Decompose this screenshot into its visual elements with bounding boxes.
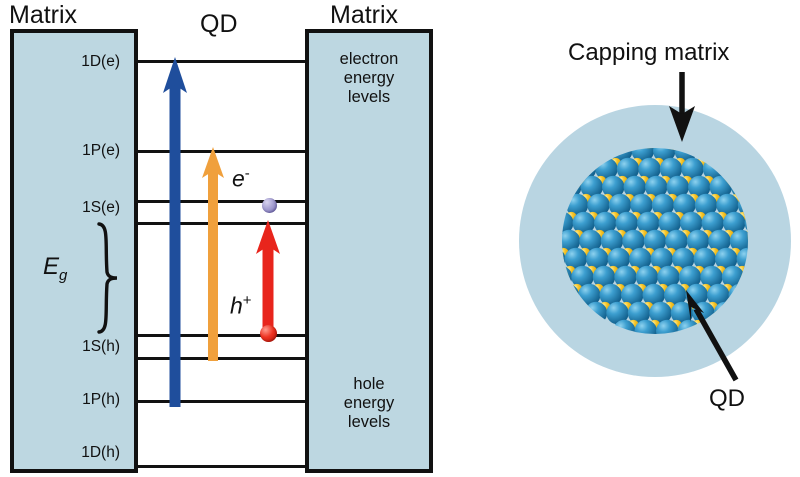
qd-title: QD bbox=[200, 10, 238, 38]
hole-charge: + bbox=[242, 292, 252, 309]
bandgap-label: Eg bbox=[43, 253, 67, 284]
matrix-title-right: Matrix bbox=[330, 1, 399, 29]
hole-levels-caption: hole energy levels bbox=[305, 375, 433, 432]
level-label-1De: 1D(e) bbox=[81, 53, 120, 70]
caption-line: levels bbox=[347, 88, 391, 107]
caption-line: electron bbox=[339, 50, 399, 68]
orange-transition-arrow bbox=[202, 147, 224, 361]
capping-matrix-label: Capping matrix bbox=[568, 39, 730, 66]
level-line-1Ph bbox=[136, 400, 308, 403]
hole-symbol-label: h+ bbox=[230, 292, 252, 320]
callout-arrows bbox=[669, 72, 739, 382]
caption-line: hole bbox=[353, 375, 385, 393]
blue-transition-arrow bbox=[163, 57, 187, 407]
electron-symbol-label: e- bbox=[232, 165, 250, 193]
caption-line: levels bbox=[347, 413, 391, 432]
level-line-1De bbox=[136, 60, 308, 63]
level-label-1Ph: 1P(h) bbox=[82, 391, 120, 408]
quantum-dot-lattice bbox=[562, 148, 748, 334]
caption-line: energy bbox=[343, 69, 395, 88]
level-line-1Dh bbox=[136, 465, 308, 468]
level-label-1Sh: 1S(h) bbox=[82, 338, 120, 355]
nanoparticle-illustration: Capping matrix QD bbox=[460, 0, 800, 477]
level-line-1Sh-split bbox=[136, 357, 308, 360]
electron-particle bbox=[262, 198, 277, 213]
electron-charge: - bbox=[244, 165, 250, 182]
qd-arrow-icon bbox=[686, 290, 739, 382]
level-line-1Se bbox=[136, 200, 308, 203]
qd-callout-label: QD bbox=[709, 385, 745, 412]
capping-matrix-arrow-icon bbox=[669, 72, 695, 142]
level-line-1Se-split bbox=[136, 222, 308, 225]
energy-level-diagram: Matrix Matrix QD 1D(e) 1P(e) 1S(e) 1S(h)… bbox=[9, 1, 433, 473]
bandgap-symbol: E bbox=[43, 253, 60, 280]
level-label-1Se: 1S(e) bbox=[82, 199, 120, 216]
level-label-1Pe: 1P(e) bbox=[82, 142, 120, 159]
electron-levels-caption: electron energy levels bbox=[305, 50, 433, 107]
hole-particle bbox=[260, 325, 277, 342]
bandgap-subscript: g bbox=[59, 266, 68, 284]
caption-line: energy bbox=[343, 394, 395, 413]
matrix-region-right bbox=[305, 29, 433, 473]
matrix-region-left bbox=[10, 29, 138, 473]
level-line-1Sh bbox=[136, 334, 308, 337]
red-transition-arrow bbox=[256, 220, 280, 336]
level-label-1Dh: 1D(h) bbox=[81, 444, 120, 461]
level-line-1Pe bbox=[136, 150, 308, 153]
electron-symbol: e bbox=[232, 165, 245, 192]
bandgap-brace-icon bbox=[97, 222, 118, 334]
hole-symbol: h bbox=[230, 292, 243, 319]
matrix-title-left: Matrix bbox=[9, 1, 78, 29]
